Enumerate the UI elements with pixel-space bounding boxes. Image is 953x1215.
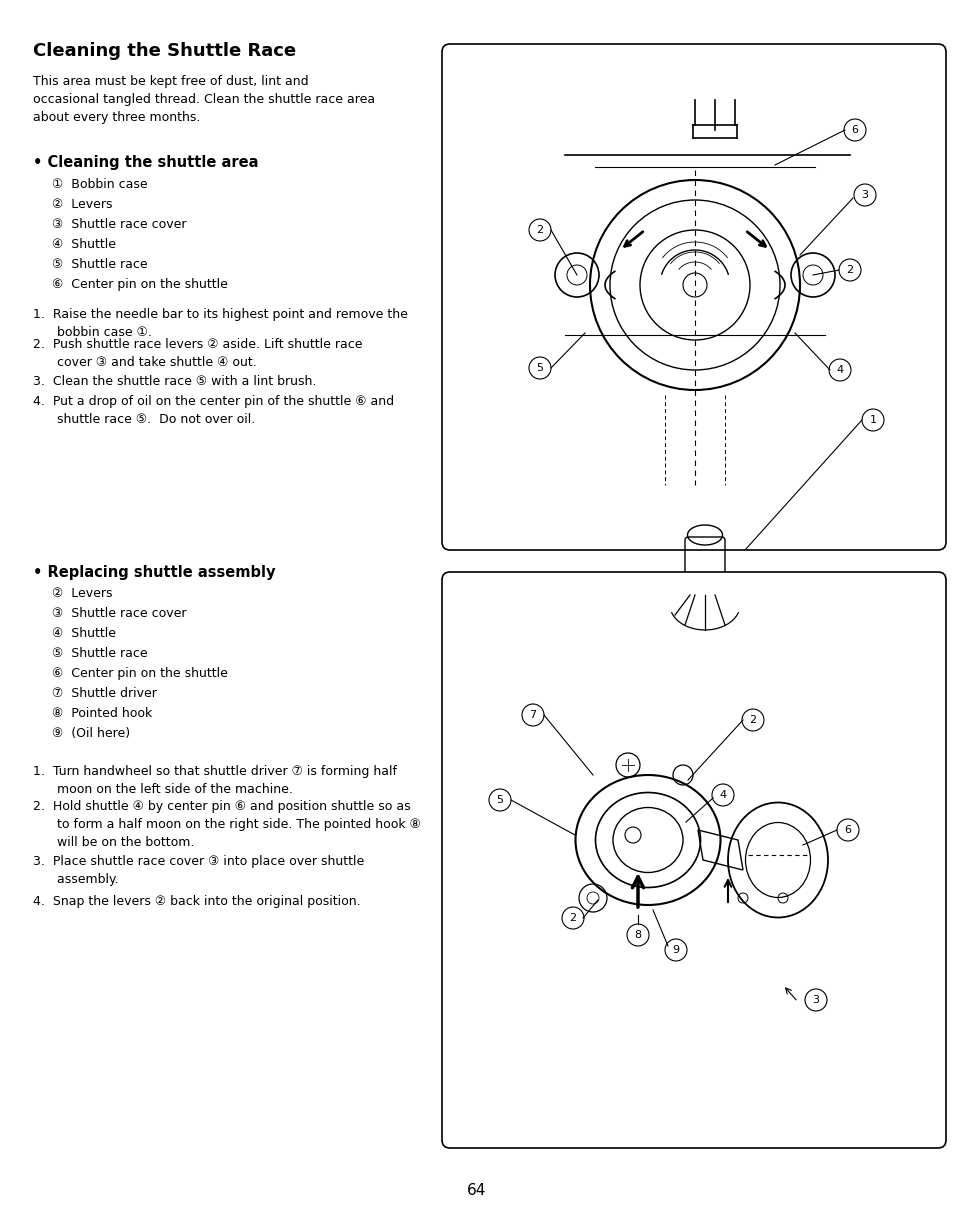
Text: 3: 3	[812, 995, 819, 1005]
Text: 3: 3	[861, 190, 867, 200]
Text: 1: 1	[868, 416, 876, 425]
Text: 5: 5	[536, 363, 543, 373]
Text: ④  Shuttle: ④ Shuttle	[52, 238, 116, 252]
Text: 4: 4	[836, 364, 842, 375]
Text: 2: 2	[569, 912, 576, 923]
Text: 9: 9	[672, 945, 679, 955]
Text: 4.  Put a drop of oil on the center pin of the shuttle ⑥ and
      shuttle race : 4. Put a drop of oil on the center pin o…	[33, 395, 394, 426]
Text: ③  Shuttle race cover: ③ Shuttle race cover	[52, 608, 186, 620]
Text: 1.  Turn handwheel so that shuttle driver ⑦ is forming half
      moon on the le: 1. Turn handwheel so that shuttle driver…	[33, 765, 396, 796]
Text: 2: 2	[845, 265, 853, 275]
Text: 2: 2	[536, 225, 543, 234]
Text: 7: 7	[529, 710, 536, 720]
Text: 3.  Clean the shuttle race ⑤ with a lint brush.: 3. Clean the shuttle race ⑤ with a lint …	[33, 375, 316, 388]
Text: 4: 4	[719, 790, 726, 799]
Text: ⑤  Shuttle race: ⑤ Shuttle race	[52, 648, 148, 660]
Text: 6: 6	[843, 825, 851, 835]
Text: • Cleaning the shuttle area: • Cleaning the shuttle area	[33, 156, 258, 170]
Text: ①  Bobbin case: ① Bobbin case	[52, 179, 148, 191]
Text: ⑨  (Oil here): ⑨ (Oil here)	[52, 727, 130, 740]
Text: 1.  Raise the needle bar to its highest point and remove the
      bobbin case ①: 1. Raise the needle bar to its highest p…	[33, 307, 408, 339]
Text: 8: 8	[634, 929, 640, 940]
Text: • Replacing shuttle assembly: • Replacing shuttle assembly	[33, 565, 275, 580]
Text: ③  Shuttle race cover: ③ Shuttle race cover	[52, 217, 186, 231]
Text: ②  Levers: ② Levers	[52, 198, 112, 211]
Text: This area must be kept free of dust, lint and
occasional tangled thread. Clean t: This area must be kept free of dust, lin…	[33, 75, 375, 124]
FancyBboxPatch shape	[441, 44, 945, 550]
Text: Cleaning the Shuttle Race: Cleaning the Shuttle Race	[33, 43, 295, 60]
Text: ⑧  Pointed hook: ⑧ Pointed hook	[52, 707, 152, 720]
Text: ⑦  Shuttle driver: ⑦ Shuttle driver	[52, 686, 156, 700]
Text: 3.  Place shuttle race cover ③ into place over shuttle
      assembly.: 3. Place shuttle race cover ③ into place…	[33, 855, 364, 886]
Text: 6: 6	[851, 125, 858, 135]
Text: ④  Shuttle: ④ Shuttle	[52, 627, 116, 640]
Text: 2: 2	[749, 714, 756, 725]
Text: 4.  Snap the levers ② back into the original position.: 4. Snap the levers ② back into the origi…	[33, 895, 360, 908]
Text: 5: 5	[496, 795, 503, 806]
Text: 64: 64	[467, 1183, 486, 1198]
FancyBboxPatch shape	[441, 572, 945, 1148]
Text: 2.  Push shuttle race levers ② aside. Lift shuttle race
      cover ③ and take s: 2. Push shuttle race levers ② aside. Lif…	[33, 338, 362, 369]
Text: ⑥  Center pin on the shuttle: ⑥ Center pin on the shuttle	[52, 667, 228, 680]
Text: ⑥  Center pin on the shuttle: ⑥ Center pin on the shuttle	[52, 278, 228, 292]
Text: ②  Levers: ② Levers	[52, 587, 112, 600]
Text: 2.  Hold shuttle ④ by center pin ⑥ and position shuttle so as
      to form a ha: 2. Hold shuttle ④ by center pin ⑥ and po…	[33, 799, 420, 849]
Text: ⑤  Shuttle race: ⑤ Shuttle race	[52, 258, 148, 271]
